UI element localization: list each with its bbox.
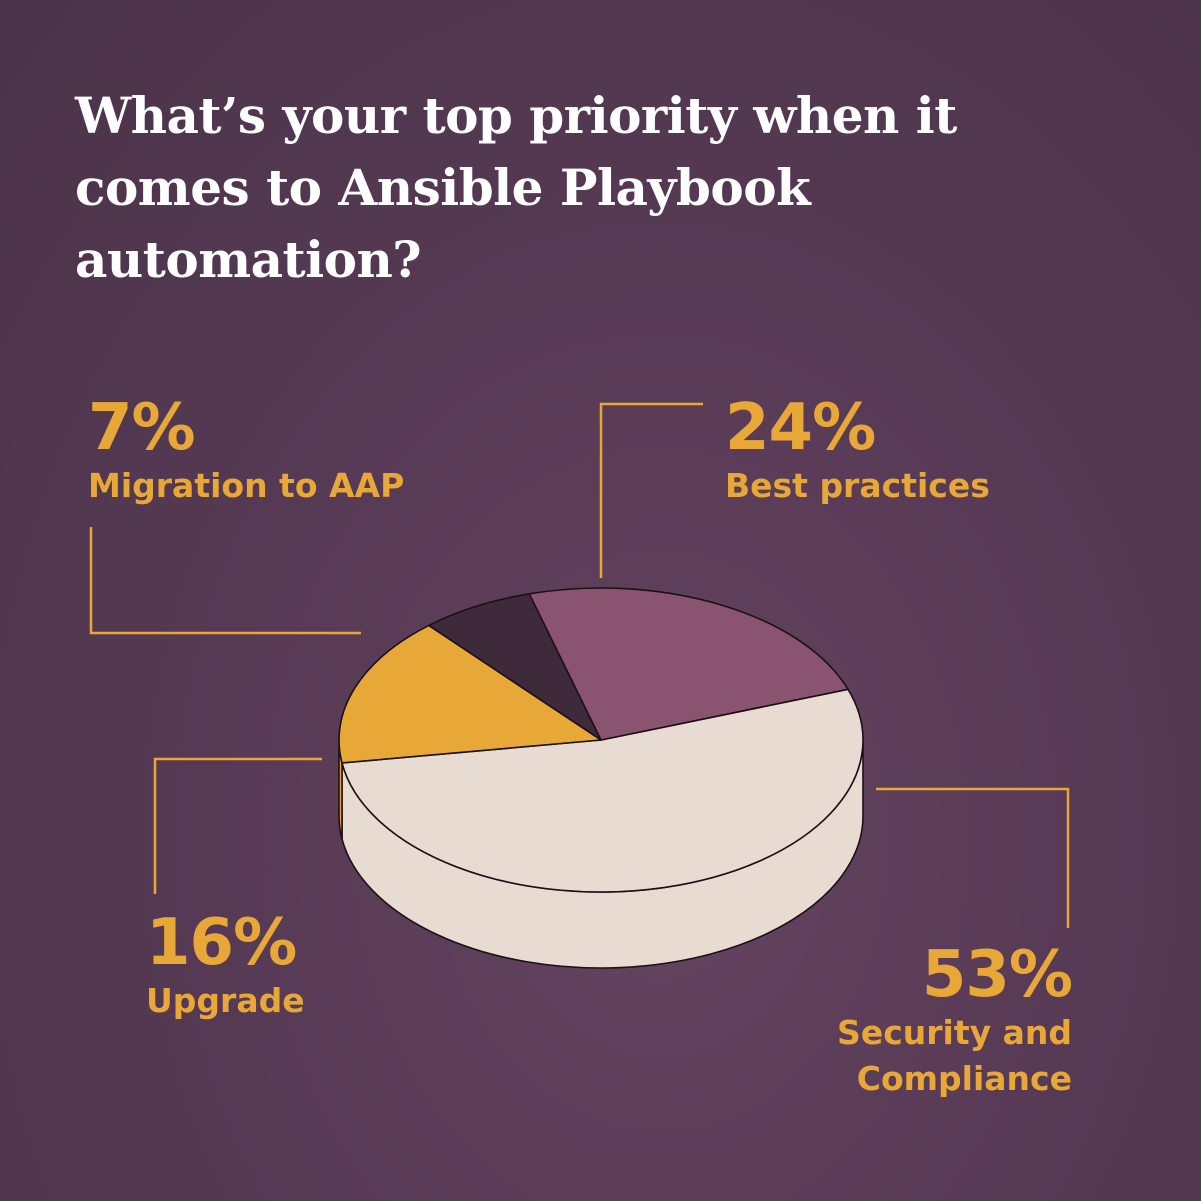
slice-label-security-and-compliance: 53% Security and Compliance — [760, 938, 1073, 1102]
legend-label: Migration to AAP — [88, 466, 405, 505]
legend-label: Security and Compliance — [837, 1013, 1072, 1098]
title-line: What’s your top priority when it — [75, 86, 957, 145]
leader-lines — [89, 402, 1070, 928]
leader-line-upgrade — [153, 757, 322, 894]
data-label: 24% — [725, 391, 876, 465]
data-label: 7% — [88, 391, 196, 465]
leader-line-migration — [89, 527, 361, 635]
leader-line-security — [876, 787, 1070, 928]
slice-label-upgrade: 16% Upgrade — [146, 908, 305, 1024]
pie-slice-migration-to-aap — [428, 593, 602, 741]
pie-slice-best-practices — [528, 587, 849, 741]
pie-tops — [338, 587, 864, 893]
slice-label-best-practices: 24% Best practices — [725, 393, 990, 509]
pie-slice-upgrade — [338, 624, 602, 764]
leader-line-best-practices — [599, 402, 703, 578]
data-label: 16% — [146, 906, 297, 980]
slice-label-migration-to-aap: 7% Migration to AAP — [88, 393, 404, 509]
chart-title: What’s your top priority when it comes t… — [75, 80, 1135, 296]
data-label: 53% — [921, 938, 1073, 1012]
legend-label: Best practices — [725, 466, 990, 505]
title-line: comes to Ansible Playbook — [75, 158, 811, 217]
pie-slice-security-and-compliance — [341, 688, 864, 893]
legend-label: Upgrade — [146, 981, 305, 1020]
title-line: automation? — [75, 230, 422, 289]
